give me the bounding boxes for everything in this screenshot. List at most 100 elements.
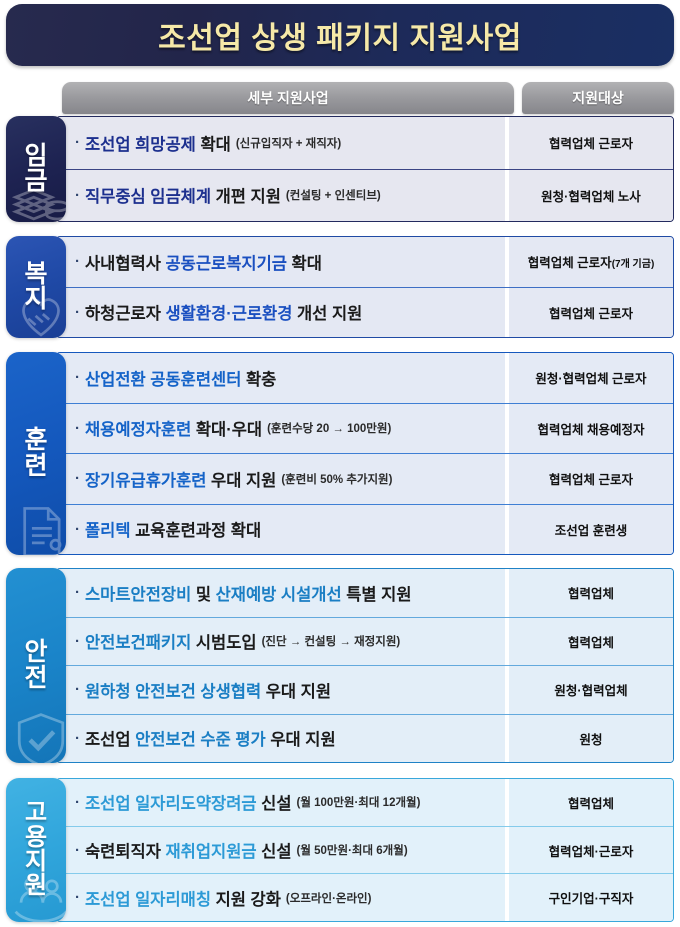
target-main: 원청 — [579, 732, 603, 747]
section-tab-label: 복지 — [24, 259, 48, 313]
target-main: 협력업체·근로자 — [548, 844, 634, 859]
cell-detail: · 사내협력사 공동근로복지기금 확대 — [57, 237, 509, 287]
target-text: 협력업체 근로자 — [549, 303, 633, 322]
cell-detail: · 원하청 안전보건 상생협력 우대 지원 — [57, 666, 509, 714]
bullet-icon: · — [75, 186, 80, 204]
detail-text: 조선업 일자리매칭 지원 강화 — [85, 886, 281, 910]
cell-detail: · 장기유급휴가훈련 우대 지원 (훈련비 50% 추가지원) — [57, 454, 509, 504]
table-row[interactable]: · 사내협력사 공동근로복지기금 확대 협력업체 근로자(7개 기금) — [57, 237, 673, 288]
document-icon — [12, 503, 66, 555]
detail-mid: 및 — [191, 585, 216, 604]
cell-target: 협력업체 근로자(7개 기금) — [509, 237, 673, 287]
detail-rest: 확대 — [286, 254, 322, 273]
table-row[interactable]: · 스마트안전장비 및 산재예방 시설개선 특별 지원 협력업체 — [57, 569, 673, 618]
table-row[interactable]: · 장기유급휴가훈련 우대 지원 (훈련비 50% 추가지원) 협력업체 근로자 — [57, 454, 673, 505]
cell-detail: · 조선업 안전보건 수준 평가 우대 지원 — [57, 714, 509, 762]
cell-detail: · 조선업 희망공제 확대 (신규입직자 + 재직자) — [57, 117, 509, 169]
bullet-icon: · — [75, 632, 80, 650]
detail-text: 원하청 안전보건 상생협력 우대 지원 — [85, 678, 331, 702]
target-main: 조선업 훈련생 — [554, 523, 628, 538]
table-row[interactable]: · 조선업 일자리매칭 지원 강화 (오프라인·온라인) 구인기업·구직자 — [57, 874, 673, 921]
table-row[interactable]: · 산업전환 공동훈련센터 확충 원청·협력업체 근로자 — [57, 353, 673, 404]
target-text: 원청·협력업체 근로자 — [535, 368, 646, 387]
detail-text: 안전보건패키지 시범도입 — [85, 629, 257, 653]
section-1: 임금 · 조선업 희망공제 확대 (신규입직자 + 재직자) 협력업체 근로자 · 직무중심… — [6, 116, 674, 222]
bullet-icon: · — [75, 369, 80, 387]
section-4: 안전 · 스마트안전장비 및 산재예방 시설개선 특별 지원 협력업체 · 안전보건패키지… — [6, 568, 674, 763]
table-row[interactable]: · 조선업 일자리도약장려금 신설 (월 100만원·최대 12개월) 협력업체 — [57, 779, 673, 827]
target-text: 협력업체 근로자 — [549, 133, 633, 152]
section-tab-1[interactable]: 임금 — [6, 116, 66, 222]
section-tab-3[interactable]: 훈련 — [6, 352, 66, 555]
detail-text: 스마트안전장비 및 산재예방 시설개선 특별 지원 — [85, 581, 412, 605]
table-row[interactable]: · 조선업 희망공제 확대 (신규입직자 + 재직자) 협력업체 근로자 — [57, 117, 673, 170]
cell-target: 협력업체 근로자 — [509, 287, 673, 337]
bullet-icon: · — [75, 134, 80, 152]
detail-highlight: 조선업 일자리매칭 — [85, 890, 212, 909]
target-text: 원청·협력업체 노사 — [541, 186, 641, 205]
table-row[interactable]: · 안전보건패키지 시범도입 (진단 → 컨설팅 → 재정지원) 협력업체 — [57, 617, 673, 666]
cell-target: 협력업체 — [509, 569, 673, 617]
section-rows: · 스마트안전장비 및 산재예방 시설개선 특별 지원 협력업체 · 안전보건패키지 시… — [56, 568, 674, 763]
section-rows: · 조선업 일자리도약장려금 신설 (월 100만원·최대 12개월) 협력업체 · 숙련… — [56, 778, 674, 922]
cell-target: 협력업체·근로자 — [509, 826, 673, 874]
detail-rest: 우대 지원 — [206, 471, 277, 490]
bullet-icon: · — [75, 841, 80, 859]
shield-check-icon — [12, 711, 66, 763]
detail-highlight: 산업전환 공동훈련센터 — [85, 370, 242, 389]
target-main: 협력업체 근로자 — [549, 306, 633, 321]
target-main: 협력업체 근로자 — [527, 256, 612, 271]
target-text: 구인기업·구직자 — [549, 888, 634, 907]
target-text: 협력업체 — [568, 632, 614, 651]
detail-rest: 확충 — [241, 370, 277, 389]
cell-target: 협력업체 — [509, 617, 673, 665]
detail-note: (신규입직자 + 재직자) — [235, 137, 342, 150]
section-rows: · 사내협력사 공동근로복지기금 확대 협력업체 근로자(7개 기금) · 하청근로자 … — [56, 236, 674, 338]
section-tab-label: 안전 — [24, 638, 48, 692]
detail-rest: 개선 지원 — [292, 305, 363, 324]
target-main: 협력업체 — [567, 635, 614, 650]
detail-rest: 교육훈련과정 확대 — [130, 522, 262, 541]
detail-highlight: 직무중심 임금체계 — [85, 188, 212, 207]
detail-rest: 확대 — [195, 135, 231, 154]
table-row[interactable]: · 폴리텍 교육훈련과정 확대 조선업 훈련생 — [57, 504, 673, 554]
detail-rest: 우대 지원 — [261, 682, 332, 701]
cell-target: 협력업체 근로자 — [509, 454, 673, 504]
target-main: 협력업체 — [567, 796, 614, 811]
target-text: 협력업체 근로자 — [549, 469, 633, 488]
detail-highlight: 재취업지원금 — [165, 843, 257, 861]
section-tab-2[interactable]: 복지 — [6, 236, 66, 338]
target-text: 협력업체 — [568, 583, 614, 602]
table-row[interactable]: · 직무중심 임금체계 개편 지원 (컨설팅 + 인센티브) 원청·협력업체 노사 — [57, 169, 673, 221]
cell-target: 협력업체 — [509, 779, 673, 826]
detail-text: 장기유급휴가훈련 우대 지원 — [85, 467, 276, 491]
table-row[interactable]: · 원하청 안전보건 상생협력 우대 지원 원청·협력업체 — [57, 666, 673, 715]
section-tab-4[interactable]: 안전 — [6, 568, 66, 763]
section-tab-5[interactable]: 고용지원 — [6, 778, 66, 922]
detail-note: (월 100만원·최대 12개월) — [296, 797, 421, 810]
target-main: 원청·협력업체 — [554, 684, 628, 699]
detail-note: (훈련수당 20 → 100만원) — [267, 423, 392, 436]
bullet-icon: · — [75, 729, 80, 747]
table-row[interactable]: · 조선업 안전보건 수준 평가 우대 지원 원청 — [57, 714, 673, 762]
people-hand-icon — [12, 870, 66, 922]
cell-target: 원청·협력업체 근로자 — [509, 353, 673, 403]
cell-target: 원청·협력업체 노사 — [509, 169, 673, 221]
detail-pre: 사내협력사 — [85, 254, 166, 273]
cell-detail: · 폴리텍 교육훈련과정 확대 — [57, 504, 509, 554]
detail-rest: 확대·우대 — [191, 421, 263, 440]
table-row[interactable]: · 숙련퇴직자 재취업지원금 신설 (월 50만원·최대 6개월) 협력업체·근로자 — [57, 826, 673, 875]
detail-rest: 개편 지원 — [211, 188, 281, 207]
detail-highlight2: 산재예방 시설개선 — [215, 585, 342, 604]
target-text: 협력업체 근로자(7개 기금) — [528, 252, 655, 271]
detail-note: (컨설팅 + 인센티브) — [285, 190, 381, 203]
table-row[interactable]: · 채용예정자훈련 확대·우대 (훈련수당 20 → 100만원) 협력업체 채용예정… — [57, 403, 673, 454]
cell-target: 구인기업·구직자 — [509, 874, 673, 921]
detail-rest: 우대 지원 — [265, 731, 336, 750]
cell-target: 원청 — [509, 714, 673, 762]
detail-highlight: 스마트안전장비 — [85, 585, 192, 604]
detail-highlight: 조선업 일자리도약장려금 — [85, 795, 257, 814]
bullet-icon: · — [75, 253, 80, 271]
detail-text: 조선업 안전보건 수준 평가 우대 지원 — [85, 726, 336, 750]
table-row[interactable]: · 하청근로자 생활환경·근로환경 개선 지원 협력업체 근로자 — [57, 287, 673, 337]
